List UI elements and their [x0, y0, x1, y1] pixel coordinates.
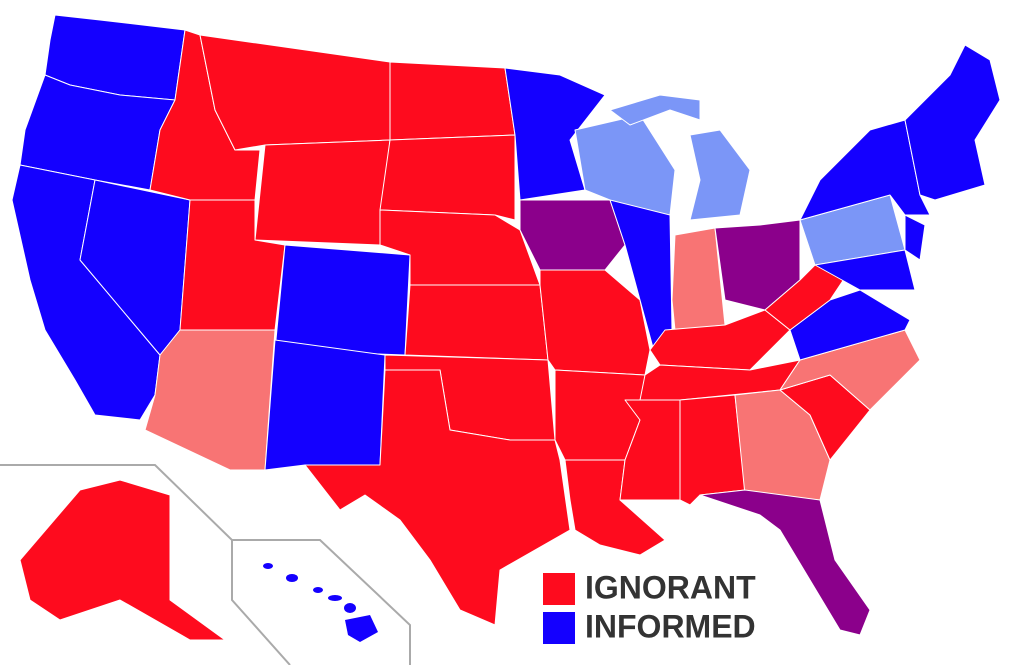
- state: [699, 489, 871, 636]
- state: [689, 129, 751, 221]
- state: [799, 119, 931, 221]
- state: [19, 479, 226, 641]
- state: [254, 139, 391, 246]
- state: [379, 134, 516, 221]
- state: [389, 61, 516, 141]
- state: [199, 34, 391, 151]
- state: [504, 67, 606, 201]
- state: [904, 214, 926, 261]
- state: [539, 269, 651, 376]
- state: [404, 284, 549, 361]
- state: [814, 249, 916, 291]
- hawaii: [263, 563, 378, 642]
- state: [679, 394, 746, 506]
- state: [519, 199, 626, 271]
- state: [264, 339, 386, 471]
- legend-label: IGNORANT: [585, 569, 756, 605]
- legend-swatch: [543, 612, 575, 644]
- state: [904, 44, 1001, 201]
- states: [11, 14, 1001, 642]
- legend-label: INFORMED: [585, 608, 756, 644]
- state: [304, 369, 571, 626]
- state: [144, 329, 276, 471]
- state: [609, 94, 701, 126]
- state: [274, 244, 411, 356]
- inset-borders: [0, 464, 411, 665]
- legend-swatch: [543, 573, 575, 605]
